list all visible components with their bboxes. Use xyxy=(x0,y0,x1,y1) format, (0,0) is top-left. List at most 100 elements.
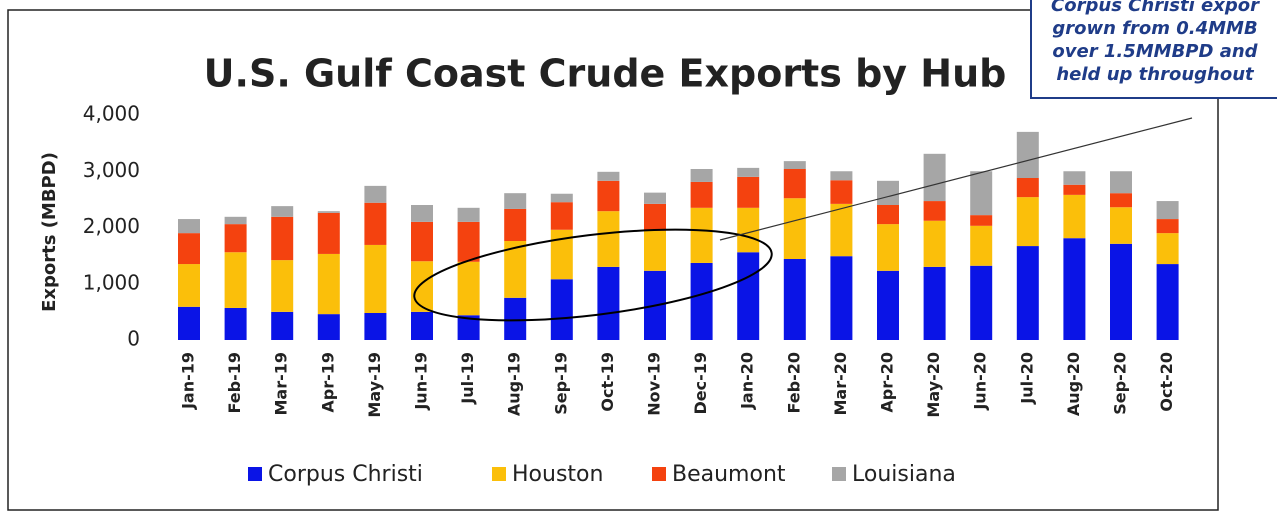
bar-segment xyxy=(1110,193,1132,208)
bar-segment xyxy=(1110,243,1132,340)
bar-segment xyxy=(224,224,247,253)
bar-segment xyxy=(1156,264,1179,340)
x-tick-label: Oct-19 xyxy=(598,352,617,412)
bar-segment xyxy=(317,253,340,315)
bar-segment xyxy=(783,198,806,259)
bar-segment xyxy=(364,202,387,245)
x-tick-label: Jan-20 xyxy=(738,352,757,410)
bar-segment xyxy=(970,171,993,216)
bar-segment xyxy=(597,266,620,340)
bar-segment xyxy=(597,211,620,267)
bar-segment xyxy=(457,315,480,340)
highlight-ellipse xyxy=(413,228,773,322)
bar-segment xyxy=(690,207,713,263)
bar-segment xyxy=(224,252,247,308)
bar-segment xyxy=(1063,238,1086,340)
bar-segment xyxy=(690,181,713,208)
y-tick-label: 0 xyxy=(127,327,140,351)
bar-segment xyxy=(644,230,666,271)
bar-segment xyxy=(178,306,200,340)
bar-segment xyxy=(923,153,946,202)
bar-segment xyxy=(783,259,806,340)
bar-segment xyxy=(1156,219,1179,234)
bar-segment xyxy=(411,205,433,222)
bar-segment xyxy=(923,220,946,267)
bar-segment xyxy=(830,256,853,340)
bar-segment xyxy=(457,207,480,222)
bar-segment xyxy=(271,260,294,312)
x-tick-label: Dec-19 xyxy=(691,352,710,415)
bar-segment xyxy=(411,311,433,340)
x-tick-label: Jun-19 xyxy=(412,352,431,411)
bar-segment xyxy=(178,264,200,307)
bar-segment xyxy=(504,297,527,340)
bar-segment xyxy=(1016,178,1039,198)
bar-segment xyxy=(1063,171,1086,185)
annotation-box xyxy=(1030,0,1277,99)
bar-segment xyxy=(411,221,433,262)
bar-segment xyxy=(550,279,573,340)
x-tick-label: Jan-19 xyxy=(179,352,198,410)
x-tick-label: Aug-20 xyxy=(1064,352,1083,416)
x-tick-label: Mar-20 xyxy=(831,352,850,416)
bar-segment xyxy=(923,266,946,340)
x-tick-label: Nov-19 xyxy=(645,352,664,416)
x-tick-label: May-20 xyxy=(924,352,943,418)
x-tick-label: Aug-19 xyxy=(505,352,524,416)
bar-segment xyxy=(317,314,340,340)
bar-segment xyxy=(597,180,620,212)
bar-segment xyxy=(271,311,294,340)
chart-frame xyxy=(7,9,1219,511)
bar-segment xyxy=(317,212,340,254)
bar-segment xyxy=(877,224,899,271)
chart-title: U.S. Gulf Coast Crude Exports by Hub xyxy=(204,52,1007,96)
bar-segment xyxy=(737,252,760,340)
bar-segment xyxy=(457,261,480,316)
annotation-line: held up throughout xyxy=(1056,64,1255,85)
legend-swatch xyxy=(652,467,666,481)
bar-segment xyxy=(504,193,527,209)
x-tick-label: Jun-20 xyxy=(971,352,990,411)
bar-segment xyxy=(364,244,387,313)
bar-segment xyxy=(690,262,713,340)
legend-swatch xyxy=(248,467,262,481)
callout-line xyxy=(719,117,1193,241)
bar-segment xyxy=(1156,201,1179,220)
annotation-line: over 1.5MMBPD and xyxy=(1052,41,1258,62)
x-tick-label: Apr-19 xyxy=(318,352,337,413)
annotation: Corpus Christi expor grown from 0.4MMBove… xyxy=(1051,0,1260,85)
x-tick-label: Jul-19 xyxy=(458,352,477,405)
bar-segment xyxy=(644,203,666,231)
y-axis-label: Exports (MBPD) xyxy=(39,152,60,312)
legend-label: Louisiana xyxy=(852,462,956,487)
bar-segment xyxy=(877,270,899,340)
bar-segment xyxy=(550,229,573,280)
annotation-line: Corpus Christi expor xyxy=(1051,0,1260,16)
x-tick-label: Apr-20 xyxy=(878,352,897,413)
bar-segment xyxy=(504,241,527,298)
bar-segment xyxy=(1063,194,1086,239)
legend-label: Houston xyxy=(512,462,603,487)
y-tick-label: 3,000 xyxy=(83,158,140,182)
bar-segment xyxy=(644,192,666,204)
bar-segment xyxy=(364,185,387,203)
bar-segment xyxy=(783,161,806,169)
legend-label: Corpus Christi xyxy=(268,462,423,487)
bar-segment xyxy=(830,203,853,257)
bar-segment xyxy=(224,307,247,340)
bar-segment xyxy=(1016,197,1039,247)
bar-segment xyxy=(737,176,760,208)
x-tick-label: Feb-19 xyxy=(225,352,244,414)
bar-segment xyxy=(737,167,760,177)
bar-segment xyxy=(877,205,899,225)
x-tick-label: Sep-19 xyxy=(551,352,570,415)
x-tick-label: Mar-19 xyxy=(272,352,291,416)
bar-segment xyxy=(317,211,340,213)
bar-segment xyxy=(550,202,573,230)
bar-segment xyxy=(411,261,433,312)
legend-label: Beaumont xyxy=(672,462,786,487)
bar-segment xyxy=(178,219,200,234)
bar-segment xyxy=(877,180,899,205)
plot: 0 1,000 2,000 3,000 4,000 Jan-19 Feb-19 Mar-19 A… xyxy=(83,102,1179,418)
